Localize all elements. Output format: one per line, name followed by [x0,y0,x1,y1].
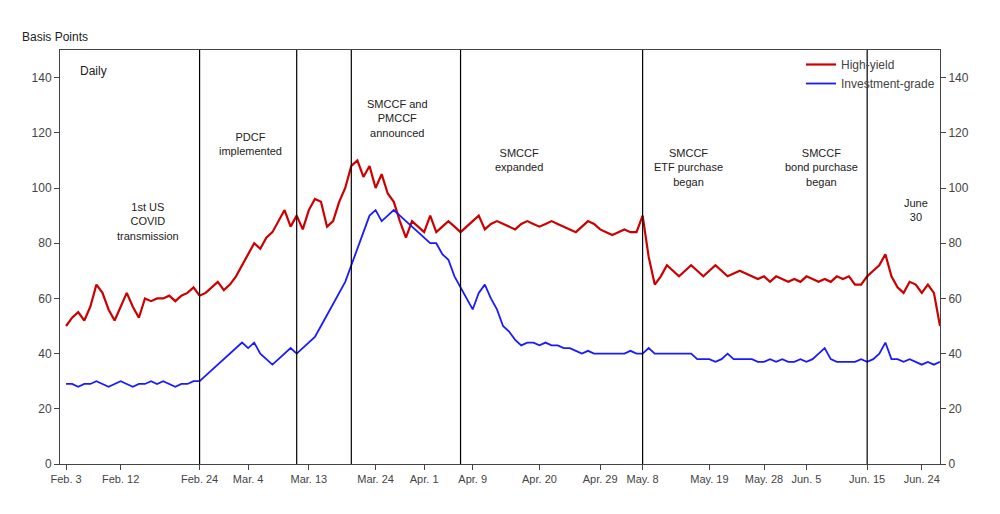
svg-text:40: 40 [948,347,962,361]
svg-text:Apr. 9: Apr. 9 [458,473,487,485]
svg-text:100: 100 [32,181,52,195]
svg-text:Investment-grade: Investment-grade [841,77,935,91]
svg-text:40: 40 [38,347,52,361]
svg-text:Feb. 3: Feb. 3 [50,473,81,485]
svg-text:140: 140 [948,71,968,85]
svg-text:Jun. 24: Jun. 24 [904,473,940,485]
svg-text:Mar. 24: Mar. 24 [357,473,394,485]
svg-text:SMCCFexpanded: SMCCFexpanded [495,147,543,173]
svg-text:High-yield: High-yield [841,58,894,72]
svg-text:20: 20 [38,402,52,416]
svg-text:Mar. 4: Mar. 4 [233,473,264,485]
svg-text:June30: June30 [904,197,928,223]
svg-text:May. 28: May. 28 [745,473,783,485]
svg-text:Basis Points: Basis Points [22,30,88,44]
svg-text:Jun. 5: Jun. 5 [791,473,821,485]
svg-text:140: 140 [32,71,52,85]
svg-text:Daily: Daily [80,64,107,78]
svg-text:SMCCFbond purchasebegan: SMCCFbond purchasebegan [785,147,858,188]
svg-text:120: 120 [948,126,968,140]
svg-text:0: 0 [948,457,955,471]
svg-text:Feb. 24: Feb. 24 [181,473,218,485]
svg-text:SMCCF andPMCCFannounced: SMCCF andPMCCFannounced [367,98,428,139]
svg-text:0: 0 [45,457,52,471]
svg-text:1st USCOVIDtransmission: 1st USCOVIDtransmission [117,201,179,242]
svg-text:PDCFimplemented: PDCFimplemented [219,131,282,157]
svg-text:SMCCFETF purchasebegan: SMCCFETF purchasebegan [654,147,723,188]
svg-text:120: 120 [32,126,52,140]
svg-text:80: 80 [38,236,52,250]
svg-text:80: 80 [948,236,962,250]
svg-text:60: 60 [38,292,52,306]
svg-text:Jun. 15: Jun. 15 [849,473,885,485]
svg-text:60: 60 [948,292,962,306]
svg-text:Mar. 13: Mar. 13 [290,473,327,485]
svg-text:20: 20 [948,402,962,416]
svg-text:Feb. 12: Feb. 12 [102,473,139,485]
svg-text:Apr. 1: Apr. 1 [410,473,439,485]
svg-text:100: 100 [948,181,968,195]
svg-text:May. 8: May. 8 [627,473,659,485]
svg-text:Apr. 29: Apr. 29 [583,473,618,485]
svg-text:May. 19: May. 19 [690,473,728,485]
svg-text:Apr. 20: Apr. 20 [522,473,557,485]
